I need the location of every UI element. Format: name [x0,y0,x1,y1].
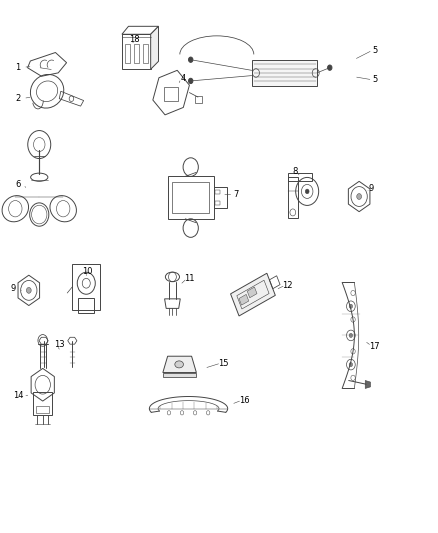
Circle shape [328,65,332,70]
Bar [143,44,148,63]
Text: 9: 9 [369,183,374,192]
Bar [124,44,130,63]
Text: 11: 11 [184,273,194,282]
Text: 16: 16 [239,395,250,405]
Bar [215,190,220,194]
Bar [195,95,201,103]
Text: 14: 14 [13,391,23,400]
Text: 15: 15 [218,359,229,367]
Polygon shape [239,294,249,305]
Polygon shape [163,356,196,373]
Text: 18: 18 [129,35,139,44]
Bar [214,187,226,208]
Circle shape [357,193,361,199]
Bar [78,298,94,312]
Text: 13: 13 [54,341,64,350]
Text: 2: 2 [15,94,21,103]
Text: 5: 5 [372,75,378,84]
Text: 8: 8 [293,166,298,175]
Circle shape [188,57,193,62]
Text: 12: 12 [283,280,293,289]
Circle shape [349,304,353,309]
Circle shape [188,78,193,84]
Bar [134,44,139,63]
Bar [288,177,297,218]
Bar [122,34,151,69]
Text: 17: 17 [369,342,379,351]
Text: 7: 7 [233,190,238,199]
Bar [36,406,49,413]
Text: 6: 6 [15,180,21,189]
Text: 10: 10 [82,268,93,276]
Circle shape [349,362,353,367]
Bar [215,201,220,205]
Bar [172,182,209,214]
Text: 9: 9 [11,284,16,293]
Text: 4: 4 [181,74,186,83]
Bar [168,176,214,219]
Circle shape [349,333,353,337]
Polygon shape [163,373,196,377]
Polygon shape [252,60,317,86]
Text: 1: 1 [15,63,21,71]
Ellipse shape [175,361,184,368]
Bar [33,392,52,415]
Bar [72,264,100,310]
Circle shape [305,189,309,194]
Bar [288,173,312,181]
Polygon shape [365,381,371,389]
Polygon shape [247,287,257,298]
Polygon shape [151,26,159,69]
Bar [164,87,178,101]
Text: 5: 5 [372,46,378,55]
Polygon shape [230,273,276,316]
Circle shape [26,287,31,293]
